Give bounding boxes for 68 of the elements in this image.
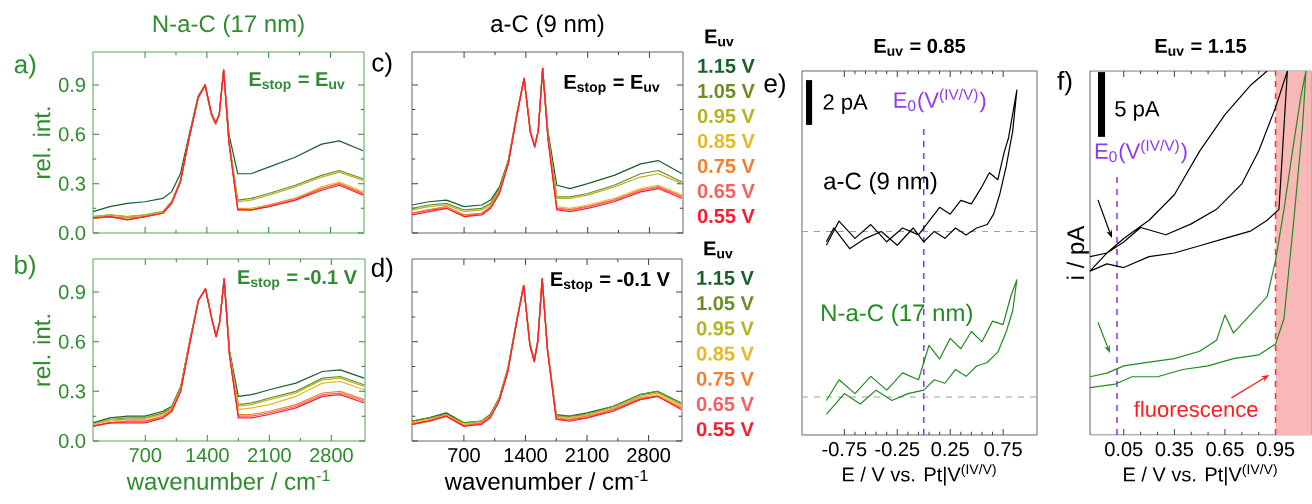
series-label: 0.65 V bbox=[697, 183, 755, 199]
annotation: E$_{stop}$ = E$_{uv}$ bbox=[564, 75, 660, 95]
text: 1.15 V bbox=[697, 271, 754, 285]
y-tick-label: 0.6 bbox=[58, 127, 86, 142]
series-label: a-C (9 nm) bbox=[824, 171, 937, 195]
band-label: fluorescence bbox=[1134, 400, 1258, 418]
x-tick-label: 0.75 bbox=[984, 442, 1022, 457]
ref-line-label: E$_{0}$(V$^{(IV/V)}$) bbox=[894, 88, 986, 113]
x-tick-label: 2100 bbox=[248, 448, 291, 463]
x-tick-label: -0.75 bbox=[822, 442, 867, 457]
y-tick-label: 0.0 bbox=[58, 225, 86, 241]
legend-title: E$_{uv}$ bbox=[704, 241, 733, 259]
chart-title: N-a-C (17 nm) bbox=[153, 14, 304, 37]
x-tick-label: 2800 bbox=[310, 448, 353, 463]
annotation: E$_{stop}$ = -0.1 V bbox=[551, 272, 670, 292]
x-tick-label: 0.05 bbox=[1105, 442, 1143, 457]
y-axis-title: i / pA bbox=[1066, 225, 1089, 279]
chart-title: a-C (9 nm) bbox=[491, 14, 604, 37]
x-tick-label: 2100 bbox=[565, 448, 609, 463]
x-tick-label: 2800 bbox=[627, 448, 671, 463]
x-axis-title: wavenumber / cm$^{-1}$ bbox=[444, 469, 648, 490]
y-axis-title: rel. int. bbox=[32, 315, 51, 386]
text: 1.05 V bbox=[697, 296, 754, 311]
series-label: 0.75 V bbox=[697, 158, 755, 174]
text: 0.95 V bbox=[697, 108, 755, 124]
annotation: 2 pA bbox=[823, 94, 868, 115]
x-axis-title: E / V vs. Pt|V$^{(IV/V)}$ bbox=[1124, 463, 1277, 486]
y-tick-label: 0.3 bbox=[58, 176, 86, 191]
ref-line-label: E$_{0}$(V$^{(IV/V)}$) bbox=[1095, 139, 1187, 164]
text: a) bbox=[14, 54, 36, 79]
series-label: 0.55 V bbox=[696, 422, 754, 437]
text: d) bbox=[371, 257, 393, 283]
x-tick-label: 0.95 bbox=[1256, 442, 1295, 457]
legend-title: E$_{uv}$ bbox=[705, 29, 734, 47]
y-tick-label: 0.9 bbox=[58, 285, 86, 300]
series-label: 0.65 V bbox=[696, 396, 754, 412]
x-tick-label: 0.25 bbox=[931, 442, 969, 457]
text: f) bbox=[1057, 70, 1072, 96]
text: e) bbox=[764, 73, 785, 98]
x-tick-label: 1400 bbox=[504, 448, 547, 463]
y-tick-label: 0.3 bbox=[58, 384, 86, 399]
x-tick-label: 700 bbox=[129, 448, 162, 463]
text: 1.15 V bbox=[698, 59, 755, 73]
series-label: 0.75 V bbox=[696, 371, 754, 386]
x-tick-label: -0.25 bbox=[875, 442, 920, 457]
y-tick-label: 0.0 bbox=[58, 433, 86, 449]
x-tick-label: 0.65 bbox=[1206, 442, 1244, 457]
x-axis-title: E / V vs. Pt|V$^{(IV/V)}$ bbox=[843, 463, 996, 486]
y-axis-title: rel. int. bbox=[32, 107, 51, 179]
text: b) bbox=[15, 254, 35, 280]
text: c) bbox=[372, 52, 392, 77]
x-tick-label: 1400 bbox=[186, 448, 229, 463]
x-tick-label: 0.35 bbox=[1155, 442, 1193, 457]
series-label: 0.55 V bbox=[697, 208, 755, 224]
x-axis-title: wavenumber / cm$^{-1}$ bbox=[126, 469, 330, 490]
y-tick-label: 0.9 bbox=[58, 77, 86, 92]
text: 0.85 V bbox=[697, 133, 755, 149]
annotation: E$_{stop}$ = E$_{uv}$ bbox=[249, 72, 345, 92]
text: 0.95 V bbox=[696, 321, 754, 336]
chart-title: E$_{uv}$ = 1.15 bbox=[1155, 39, 1247, 56]
series-label: N-a-C (17 nm) bbox=[822, 303, 972, 327]
annotation: E$_{stop}$ = -0.1 V bbox=[238, 270, 357, 290]
y-tick-label: 0.6 bbox=[58, 334, 86, 349]
text: 1.05 V bbox=[698, 83, 755, 99]
text: 0.85 V bbox=[696, 346, 754, 361]
x-tick-label: 700 bbox=[448, 448, 480, 463]
annotation: 5 pA bbox=[1115, 101, 1160, 121]
chart-title: E$_{uv}$ = 0.85 bbox=[874, 38, 966, 56]
